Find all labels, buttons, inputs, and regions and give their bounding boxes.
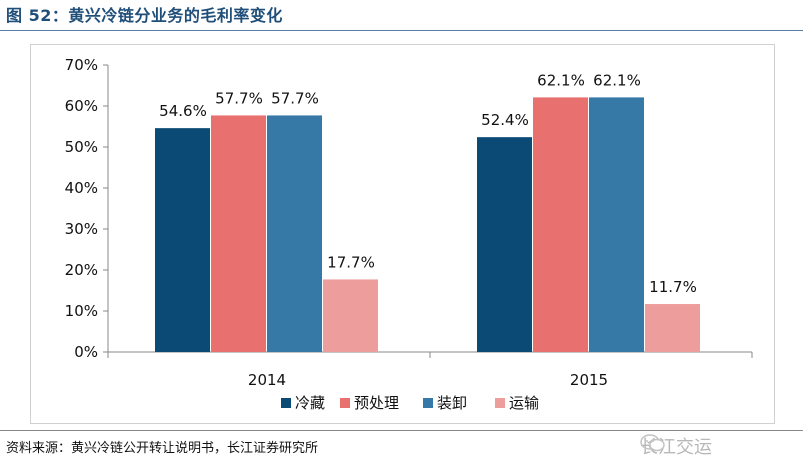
data-label: 57.7% bbox=[215, 89, 263, 107]
bar bbox=[155, 128, 210, 352]
y-tick-label: 50% bbox=[65, 138, 98, 156]
legend-label: 装卸 bbox=[437, 394, 467, 412]
y-tick-label: 30% bbox=[65, 220, 98, 238]
bar bbox=[211, 115, 266, 352]
data-label: 62.1% bbox=[537, 71, 585, 89]
bar bbox=[267, 115, 322, 352]
y-tick-label: 0% bbox=[74, 343, 98, 361]
legend-swatch bbox=[495, 398, 505, 408]
bar-chart: 0% 10% 20% 30% 40% 50% 60% 70% 54.6% 57.7% 57.7% 17… bbox=[0, 0, 803, 430]
data-label: 17.7% bbox=[327, 253, 375, 271]
y-tick-label: 60% bbox=[65, 97, 98, 115]
data-label: 11.7% bbox=[649, 278, 697, 296]
data-label: 62.1% bbox=[593, 71, 641, 89]
watermark: 长江交运 bbox=[640, 433, 712, 459]
data-label: 54.6% bbox=[159, 102, 207, 120]
legend-swatch bbox=[340, 398, 350, 408]
y-tick-label: 20% bbox=[65, 261, 98, 279]
data-label: 52.4% bbox=[481, 111, 529, 129]
wechat-icon bbox=[640, 433, 666, 453]
bar bbox=[533, 97, 588, 352]
bar bbox=[589, 97, 644, 352]
source-note: 资料来源：黄兴冷链公开转让说明书，长江证券研究所 bbox=[6, 437, 318, 456]
bar bbox=[645, 304, 700, 352]
x-tick-label: 2015 bbox=[570, 371, 608, 389]
legend-label: 冷藏 bbox=[295, 394, 325, 412]
y-tick-label: 10% bbox=[65, 302, 98, 320]
legend-swatch bbox=[281, 398, 291, 408]
legend-swatch bbox=[423, 398, 433, 408]
x-tick-label: 2014 bbox=[248, 371, 286, 389]
bar bbox=[477, 137, 532, 352]
bar bbox=[323, 279, 378, 352]
legend-label: 预处理 bbox=[354, 394, 399, 412]
y-tick-label: 40% bbox=[65, 179, 98, 197]
data-label: 57.7% bbox=[271, 89, 319, 107]
y-tick-label: 70% bbox=[65, 56, 98, 74]
legend-label: 运输 bbox=[509, 394, 539, 412]
footer-divider bbox=[0, 430, 803, 431]
